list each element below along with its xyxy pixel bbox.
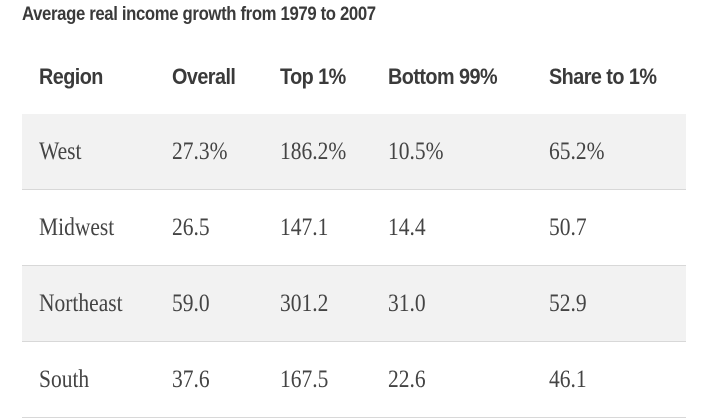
table-cell-top-1-percent: 186.2%: [280, 137, 347, 165]
table-cell-overall: 26.5: [172, 213, 210, 241]
table-cell-top-1-percent: 147.1: [280, 213, 329, 241]
table-cell-bottom-99-percent: 14.4: [388, 213, 426, 241]
column-header-top-1-percent: Top 1%: [280, 64, 346, 89]
table-cell-bottom-99-percent: 31.0: [388, 289, 426, 317]
table-cell-top-1-percent: 301.2: [280, 289, 329, 317]
table-cell-overall: 59.0: [172, 289, 210, 317]
column-header-share-to-1-percent: Share to 1%: [549, 64, 657, 89]
table-cell-bottom-99-percent: 22.6: [388, 365, 426, 393]
column-header-overall: Overall: [172, 64, 236, 89]
column-header-region: Region: [39, 64, 103, 89]
table-cell-share-to-1-percent: 65.2%: [549, 137, 605, 165]
table-cell-share-to-1-percent: 50.7: [549, 213, 587, 241]
column-header-bottom-99-percent: Bottom 99%: [388, 64, 498, 89]
table-title: Average real income growth from 1979 to …: [22, 4, 376, 25]
income-growth-table: Region Overall Top 1% Bottom 99% Share t…: [22, 40, 686, 418]
table-cell-overall: 37.6: [172, 365, 210, 393]
table-cell-region: South: [39, 365, 90, 393]
table-cell-bottom-99-percent: 10.5%: [388, 137, 444, 165]
table-cell-overall: 27.3%: [172, 137, 228, 165]
table-cell-top-1-percent: 167.5: [280, 365, 329, 393]
table-row-south: South 37.6 167.5 22.6 46.1: [22, 342, 686, 418]
table-row-northeast: Northeast 59.0 301.2 31.0 52.9: [22, 266, 686, 342]
table-cell-region: Midwest: [39, 213, 115, 241]
table-cell-share-to-1-percent: 46.1: [549, 365, 587, 393]
table-cell-region: West: [39, 137, 82, 165]
table-header-row: Region Overall Top 1% Bottom 99% Share t…: [22, 40, 686, 114]
table-row-midwest: Midwest 26.5 147.1 14.4 50.7: [22, 190, 686, 266]
table-cell-region: Northeast: [39, 289, 123, 317]
table-cell-share-to-1-percent: 52.9: [549, 289, 587, 317]
table-row-west: West 27.3% 186.2% 10.5% 65.2%: [22, 114, 686, 190]
